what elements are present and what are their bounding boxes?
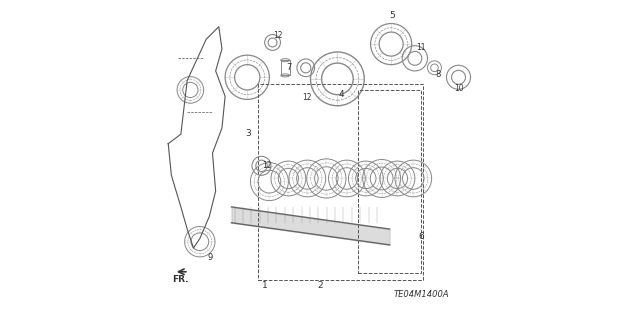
Text: 8: 8 [436, 70, 441, 78]
Text: 4: 4 [339, 90, 344, 99]
Text: 9: 9 [208, 253, 213, 262]
Text: TE04M1400A: TE04M1400A [394, 290, 449, 299]
Text: FR.: FR. [173, 275, 189, 284]
Text: 6: 6 [419, 232, 424, 241]
Text: 1: 1 [262, 281, 268, 290]
Text: 11: 11 [416, 43, 426, 52]
Text: 12: 12 [273, 31, 283, 40]
Text: 7: 7 [286, 63, 292, 72]
Bar [281, 60, 290, 75]
Bar [259, 84, 423, 280]
Text: 12: 12 [302, 93, 312, 102]
Text: 12: 12 [262, 161, 271, 170]
Text: 2: 2 [317, 281, 323, 290]
Text: 10: 10 [454, 84, 464, 93]
Text: 3: 3 [245, 130, 251, 138]
Text: 5: 5 [390, 11, 396, 20]
Bar [358, 90, 421, 273]
